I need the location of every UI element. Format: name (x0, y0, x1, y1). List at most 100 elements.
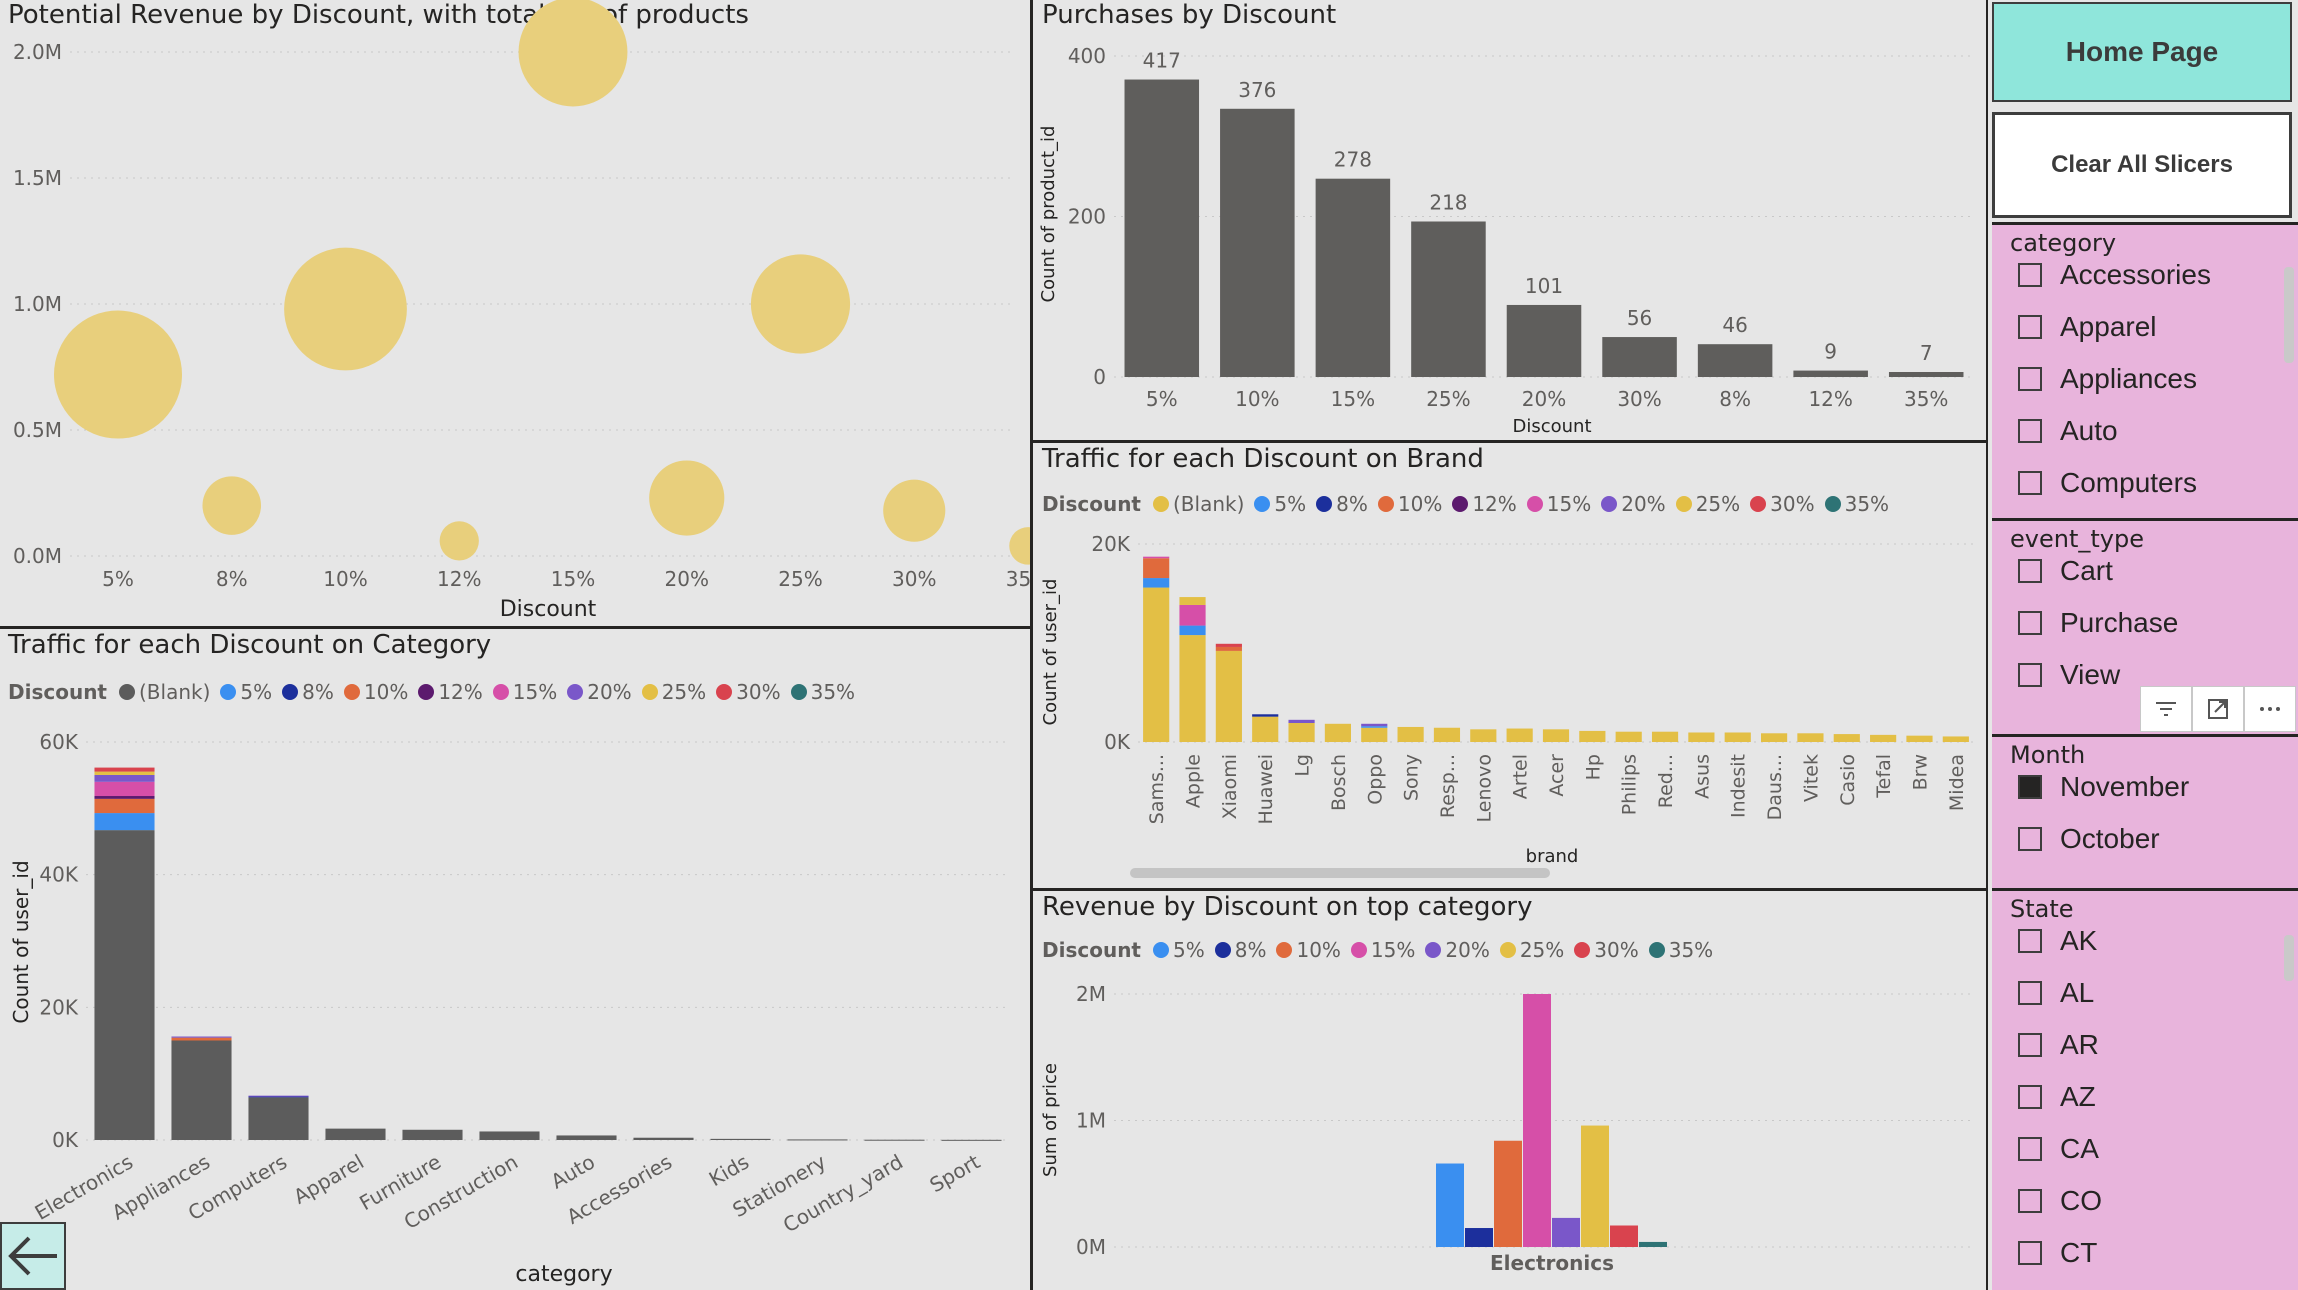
legend-item[interactable]: 35% (1824, 492, 1889, 516)
checkbox[interactable] (2018, 827, 2042, 851)
legend-item[interactable]: 35% (790, 680, 855, 704)
purchases-bar-chart[interactable]: 0 200 400 417 5% 376 10% 278 15% 218 25% 101 20% 56 30… (1034, 0, 1988, 440)
home-page-button[interactable]: Home Page (1992, 2, 2292, 102)
checkbox[interactable] (2018, 315, 2042, 339)
slicer-option[interactable]: Purchase (2018, 607, 2178, 639)
slicer-option[interactable]: CA (2018, 1133, 2099, 1165)
checkbox[interactable] (2018, 1033, 2042, 1057)
bubble-chart[interactable]: 0.0M 0.5M 1.0M 1.5M 2.0M 5% 8% 10% 12% 15% 20% 25% 3… (0, 0, 1030, 626)
category-stacked-bar-chart[interactable]: 0K20K40K60KElectronicsAppliancesComputer… (0, 630, 1030, 1290)
revenue-clustered-bar-chart[interactable]: 0M 1M 2M Electronics Sum of price (1034, 892, 1988, 1290)
checkbox[interactable] (2018, 1189, 2042, 1213)
legend-item[interactable]: (Blank) (1153, 492, 1244, 516)
bar-segment-Midea (1942, 736, 1969, 742)
slicer-option[interactable]: October (2018, 823, 2160, 855)
legend-item[interactable]: 12% (1452, 492, 1517, 516)
bar-35% (1639, 1241, 1667, 1247)
checkbox[interactable] (2018, 981, 2042, 1005)
bar-segment-Indesit (1724, 732, 1751, 742)
slicer-option[interactable]: Cart (2018, 555, 2113, 587)
x-tick-label: Midea (1946, 754, 1968, 811)
checkbox[interactable] (2018, 663, 2042, 687)
clear-all-slicers-button[interactable]: Clear All Slicers (1992, 112, 2292, 218)
checkbox[interactable] (2018, 929, 2042, 953)
legend-item[interactable]: 10% (343, 680, 408, 704)
slicer-option[interactable]: CT (2018, 1237, 2097, 1269)
slicer-option[interactable]: View (2018, 659, 2120, 691)
legend-item[interactable]: 25% (641, 680, 706, 704)
filter-icon[interactable] (2140, 686, 2192, 732)
x-tick-label: Tefal (1873, 754, 1895, 799)
slicer-option[interactable]: Accessories (2018, 259, 2211, 291)
legend-item[interactable]: (Blank) (119, 680, 210, 704)
legend-item[interactable]: 30% (716, 680, 781, 704)
slicer-option[interactable]: Apparel (2018, 311, 2157, 343)
more-options-icon[interactable] (2244, 686, 2296, 732)
slicer-option[interactable]: Appliances (2018, 363, 2197, 395)
bar-segment-Stationery (787, 1139, 848, 1141)
checkbox[interactable] (2018, 367, 2042, 391)
legend-item[interactable]: 20% (1425, 938, 1490, 962)
legend-item[interactable]: 30% (1750, 492, 1815, 516)
legend-item[interactable]: 5% (1153, 938, 1205, 962)
checkbox[interactable] (2018, 611, 2042, 635)
slicer-option[interactable]: AZ (2018, 1081, 2096, 1113)
legend-item[interactable]: 35% (1648, 938, 1713, 962)
slicer-option[interactable]: AK (2018, 925, 2097, 957)
bar-segment-Tefal (1870, 734, 1897, 742)
legend-item[interactable]: 20% (567, 680, 632, 704)
x-tick-label: 25% (778, 567, 822, 591)
bubble-10% (284, 247, 407, 371)
panel-title: Traffic for each Discount on Category (8, 630, 492, 660)
checkbox[interactable] (2018, 263, 2042, 287)
y-tick-label: 2.0M (13, 40, 62, 64)
slicer-option[interactable]: Auto (2018, 415, 2118, 447)
legend-item[interactable]: 8% (1316, 492, 1368, 516)
slicer-scrollbar[interactable] (2284, 267, 2294, 363)
legend-item[interactable]: 15% (1350, 938, 1415, 962)
checkbox[interactable] (2018, 1085, 2042, 1109)
x-tick-label: 10% (1235, 387, 1279, 411)
panel-title: Purchases by Discount (1042, 0, 1337, 30)
checkbox[interactable] (2018, 471, 2042, 495)
focus-mode-icon[interactable] (2192, 686, 2244, 732)
bar-30% (1602, 337, 1677, 377)
bar-segment-Sams... (1143, 587, 1170, 742)
legend-label: (Blank) (1173, 492, 1245, 516)
slicer-option[interactable]: CO (2018, 1185, 2102, 1217)
bar-segment-Xiaomi (1215, 646, 1242, 651)
y-axis-label: Count of product_id (1038, 126, 1059, 303)
legend-item[interactable]: 5% (1254, 492, 1306, 516)
bar-segment-Electronics (94, 767, 155, 772)
legend-item[interactable]: 25% (1499, 938, 1564, 962)
slicer-option[interactable]: November (2018, 771, 2189, 803)
checkbox[interactable] (2018, 559, 2042, 583)
legend-item[interactable]: 8% (1214, 938, 1266, 962)
back-button[interactable] (0, 1222, 66, 1290)
slicer-option[interactable]: AL (2018, 977, 2094, 1009)
legend-item[interactable]: 10% (1276, 938, 1341, 962)
slicer-option[interactable]: Computers (2018, 467, 2197, 499)
y-tick-label: 20K (39, 995, 78, 1019)
checkbox[interactable] (2018, 419, 2042, 443)
brand-stacked-bar-chart[interactable]: 0K 20K Sams... Apple Xiaomi Huawei Lg Bosch Oppo… (1034, 444, 1988, 888)
legend-item[interactable]: 12% (418, 680, 483, 704)
slicer-option[interactable]: AR (2018, 1029, 2099, 1061)
slicer-scrollbar[interactable] (2284, 935, 2294, 981)
legend-item[interactable]: 8% (282, 680, 334, 704)
legend-item[interactable]: 15% (1526, 492, 1591, 516)
checkbox[interactable] (2018, 1241, 2042, 1265)
legend-item[interactable]: 20% (1601, 492, 1666, 516)
legend-item[interactable]: 5% (220, 680, 272, 704)
checkbox-checked[interactable] (2018, 775, 2042, 799)
bubble-15% (518, 0, 628, 107)
legend-item[interactable]: 10% (1377, 492, 1442, 516)
panel-traffic-category: Traffic for each Discount on Category Di… (0, 630, 1030, 1290)
legend-item[interactable]: 15% (492, 680, 557, 704)
legend-item[interactable]: 25% (1675, 492, 1740, 516)
data-label: 417 (1143, 49, 1181, 73)
legend-item[interactable]: 30% (1574, 938, 1639, 962)
checkbox[interactable] (2018, 1137, 2042, 1161)
panel-revenue-top-category: Revenue by Discount on top category Disc… (1034, 892, 1988, 1290)
legend-label: 8% (1336, 492, 1368, 516)
